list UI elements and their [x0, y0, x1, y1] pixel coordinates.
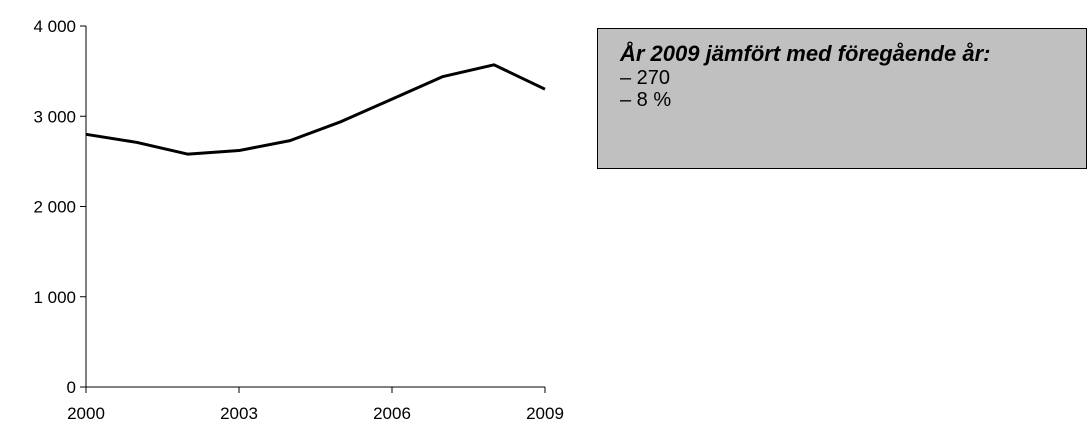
info-box-line-absolute: – 270 — [620, 67, 671, 89]
info-box-title: År 2009 jämfört med föregående år: — [620, 41, 991, 66]
x-tick-label: 2006 — [373, 404, 411, 423]
x-tick-label: 2009 — [526, 404, 564, 423]
x-tick-label: 2003 — [220, 404, 258, 423]
y-tick-label: 4 000 — [33, 17, 76, 36]
y-tick-label: 2 000 — [33, 198, 76, 217]
x-axis-ticks: 2000 2003 2006 2009 — [67, 387, 564, 423]
y-axis-ticks: 0 1 000 2 000 3 000 4 000 — [33, 17, 86, 397]
info-box: År 2009 jämfört med föregående år: – 270… — [597, 28, 1087, 169]
y-tick-label: 3 000 — [33, 107, 76, 126]
y-tick-label: 0 — [67, 378, 76, 397]
line-chart: 0 1 000 2 000 3 000 4 000 2000 2003 2006 2009 — [33, 17, 564, 423]
y-tick-label: 1 000 — [33, 288, 76, 307]
info-box-line-percent: – 8 % — [620, 89, 672, 111]
x-tick-label: 2000 — [67, 404, 105, 423]
series-line — [85, 63, 546, 156]
